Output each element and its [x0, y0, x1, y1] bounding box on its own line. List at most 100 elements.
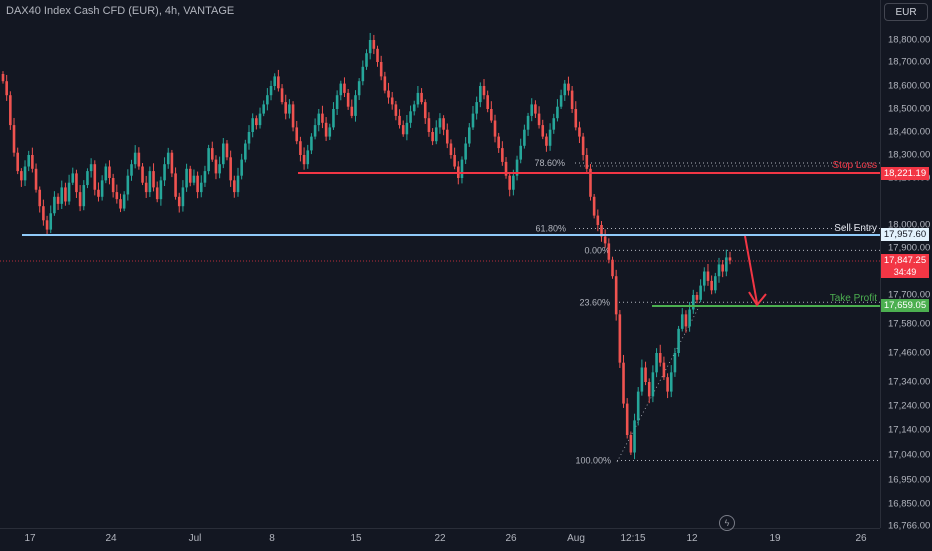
- candle: [669, 365, 673, 398]
- candle: [482, 79, 486, 100]
- candle: [324, 117, 328, 141]
- candle: [479, 82, 482, 108]
- candle: [155, 181, 159, 203]
- candle: [177, 192, 181, 213]
- date-tick-label: Jul: [188, 533, 202, 544]
- price-scale[interactable]: [880, 0, 932, 528]
- candle: [181, 180, 185, 212]
- candle: [710, 275, 713, 295]
- candle: [600, 221, 603, 242]
- candle: [244, 139, 247, 163]
- candle: [545, 133, 548, 152]
- candle: [493, 114, 497, 143]
- candle: [23, 160, 27, 186]
- candle: [93, 160, 97, 196]
- candle: [306, 144, 310, 169]
- candle: [431, 128, 434, 146]
- candle: [537, 106, 541, 129]
- date-tick-label: Aug: [567, 533, 585, 544]
- symbol-title: DAX40 Index Cash CFD (EUR), 4h, VANTAGE: [6, 5, 235, 17]
- candle: [460, 156, 464, 184]
- candle: [222, 137, 225, 169]
- candle: [27, 150, 31, 172]
- candle: [570, 86, 574, 113]
- candle: [295, 120, 299, 145]
- currency-button[interactable]: EUR: [884, 3, 928, 21]
- candle: [636, 387, 640, 426]
- candle: [152, 163, 155, 192]
- date-tick-label: 24: [105, 533, 117, 544]
- candle: [387, 82, 390, 104]
- chart-area[interactable]: 78.60% 61.80% 0.00% 23.60% 100.00% Stop Loss…: [0, 0, 880, 528]
- price-tick-label: 17,340.00: [888, 376, 931, 388]
- time-axis[interactable]: [0, 528, 880, 551]
- candle: [420, 88, 423, 105]
- candle: [100, 175, 104, 201]
- candle: [673, 347, 677, 377]
- fib-level-label: 78.60%: [534, 158, 565, 168]
- candle: [255, 115, 258, 130]
- candle: [258, 107, 262, 129]
- candle: [225, 140, 229, 161]
- candle: [20, 168, 23, 187]
- candle: [530, 98, 534, 122]
- candle: [449, 139, 453, 159]
- candle: [262, 100, 265, 117]
- candle: [390, 91, 394, 110]
- price-tick-label: 16,766.00: [888, 520, 931, 532]
- candle: [199, 175, 203, 198]
- candle: [273, 73, 277, 91]
- candle: [464, 137, 467, 164]
- candle: [603, 229, 607, 248]
- candle: [302, 147, 306, 170]
- candle: [497, 132, 500, 153]
- candle: [702, 267, 706, 292]
- lightning-bolt-icon[interactable]: ϟ: [719, 515, 735, 531]
- date-tick-label: 8: [269, 533, 275, 544]
- candle: [647, 378, 651, 404]
- candle: [596, 209, 600, 232]
- candle: [548, 123, 552, 151]
- candle: [515, 155, 519, 181]
- candle: [438, 113, 442, 134]
- candle: [677, 325, 680, 357]
- candle: [332, 102, 335, 130]
- candle: [335, 90, 339, 115]
- price-tick-label: 18,700.00: [888, 56, 931, 68]
- stop-loss-annotation: Stop Loss: [833, 160, 877, 171]
- candle: [321, 105, 324, 129]
- candle: [622, 354, 625, 408]
- candle: [53, 191, 56, 216]
- candle: [251, 113, 254, 138]
- candle: [1, 71, 5, 84]
- candle: [721, 259, 724, 278]
- candle: [725, 249, 728, 277]
- candle: [486, 90, 489, 113]
- take-profit-annotation: Take Profit: [830, 293, 877, 304]
- candle: [376, 45, 379, 67]
- price-tick-label: 17,900.00: [888, 242, 931, 254]
- candle: [174, 167, 177, 200]
- candle: [31, 147, 34, 173]
- candle: [706, 263, 710, 286]
- candle: [56, 193, 60, 210]
- candle: [658, 344, 662, 367]
- candle: [16, 147, 19, 175]
- candle: [115, 184, 119, 204]
- candle: [401, 120, 405, 137]
- candle: [236, 167, 240, 197]
- candle: [559, 89, 563, 109]
- price-tick-label: 17,040.00: [888, 449, 931, 461]
- candle: [574, 101, 578, 131]
- date-tick-label: 22: [434, 533, 446, 544]
- candle: [34, 163, 38, 193]
- candle: [427, 112, 431, 137]
- chart-canvas[interactable]: 78.60% 61.80% 0.00% 23.60% 100.00% Stop Loss…: [0, 0, 880, 528]
- candle: [269, 80, 273, 101]
- candle: [192, 169, 196, 186]
- candle: [607, 238, 611, 264]
- price-tick-label: 17,580.00: [888, 318, 931, 330]
- projection-arrowhead: [748, 291, 767, 307]
- candle: [339, 80, 343, 101]
- price-tick-label: 18,300.00: [888, 149, 931, 161]
